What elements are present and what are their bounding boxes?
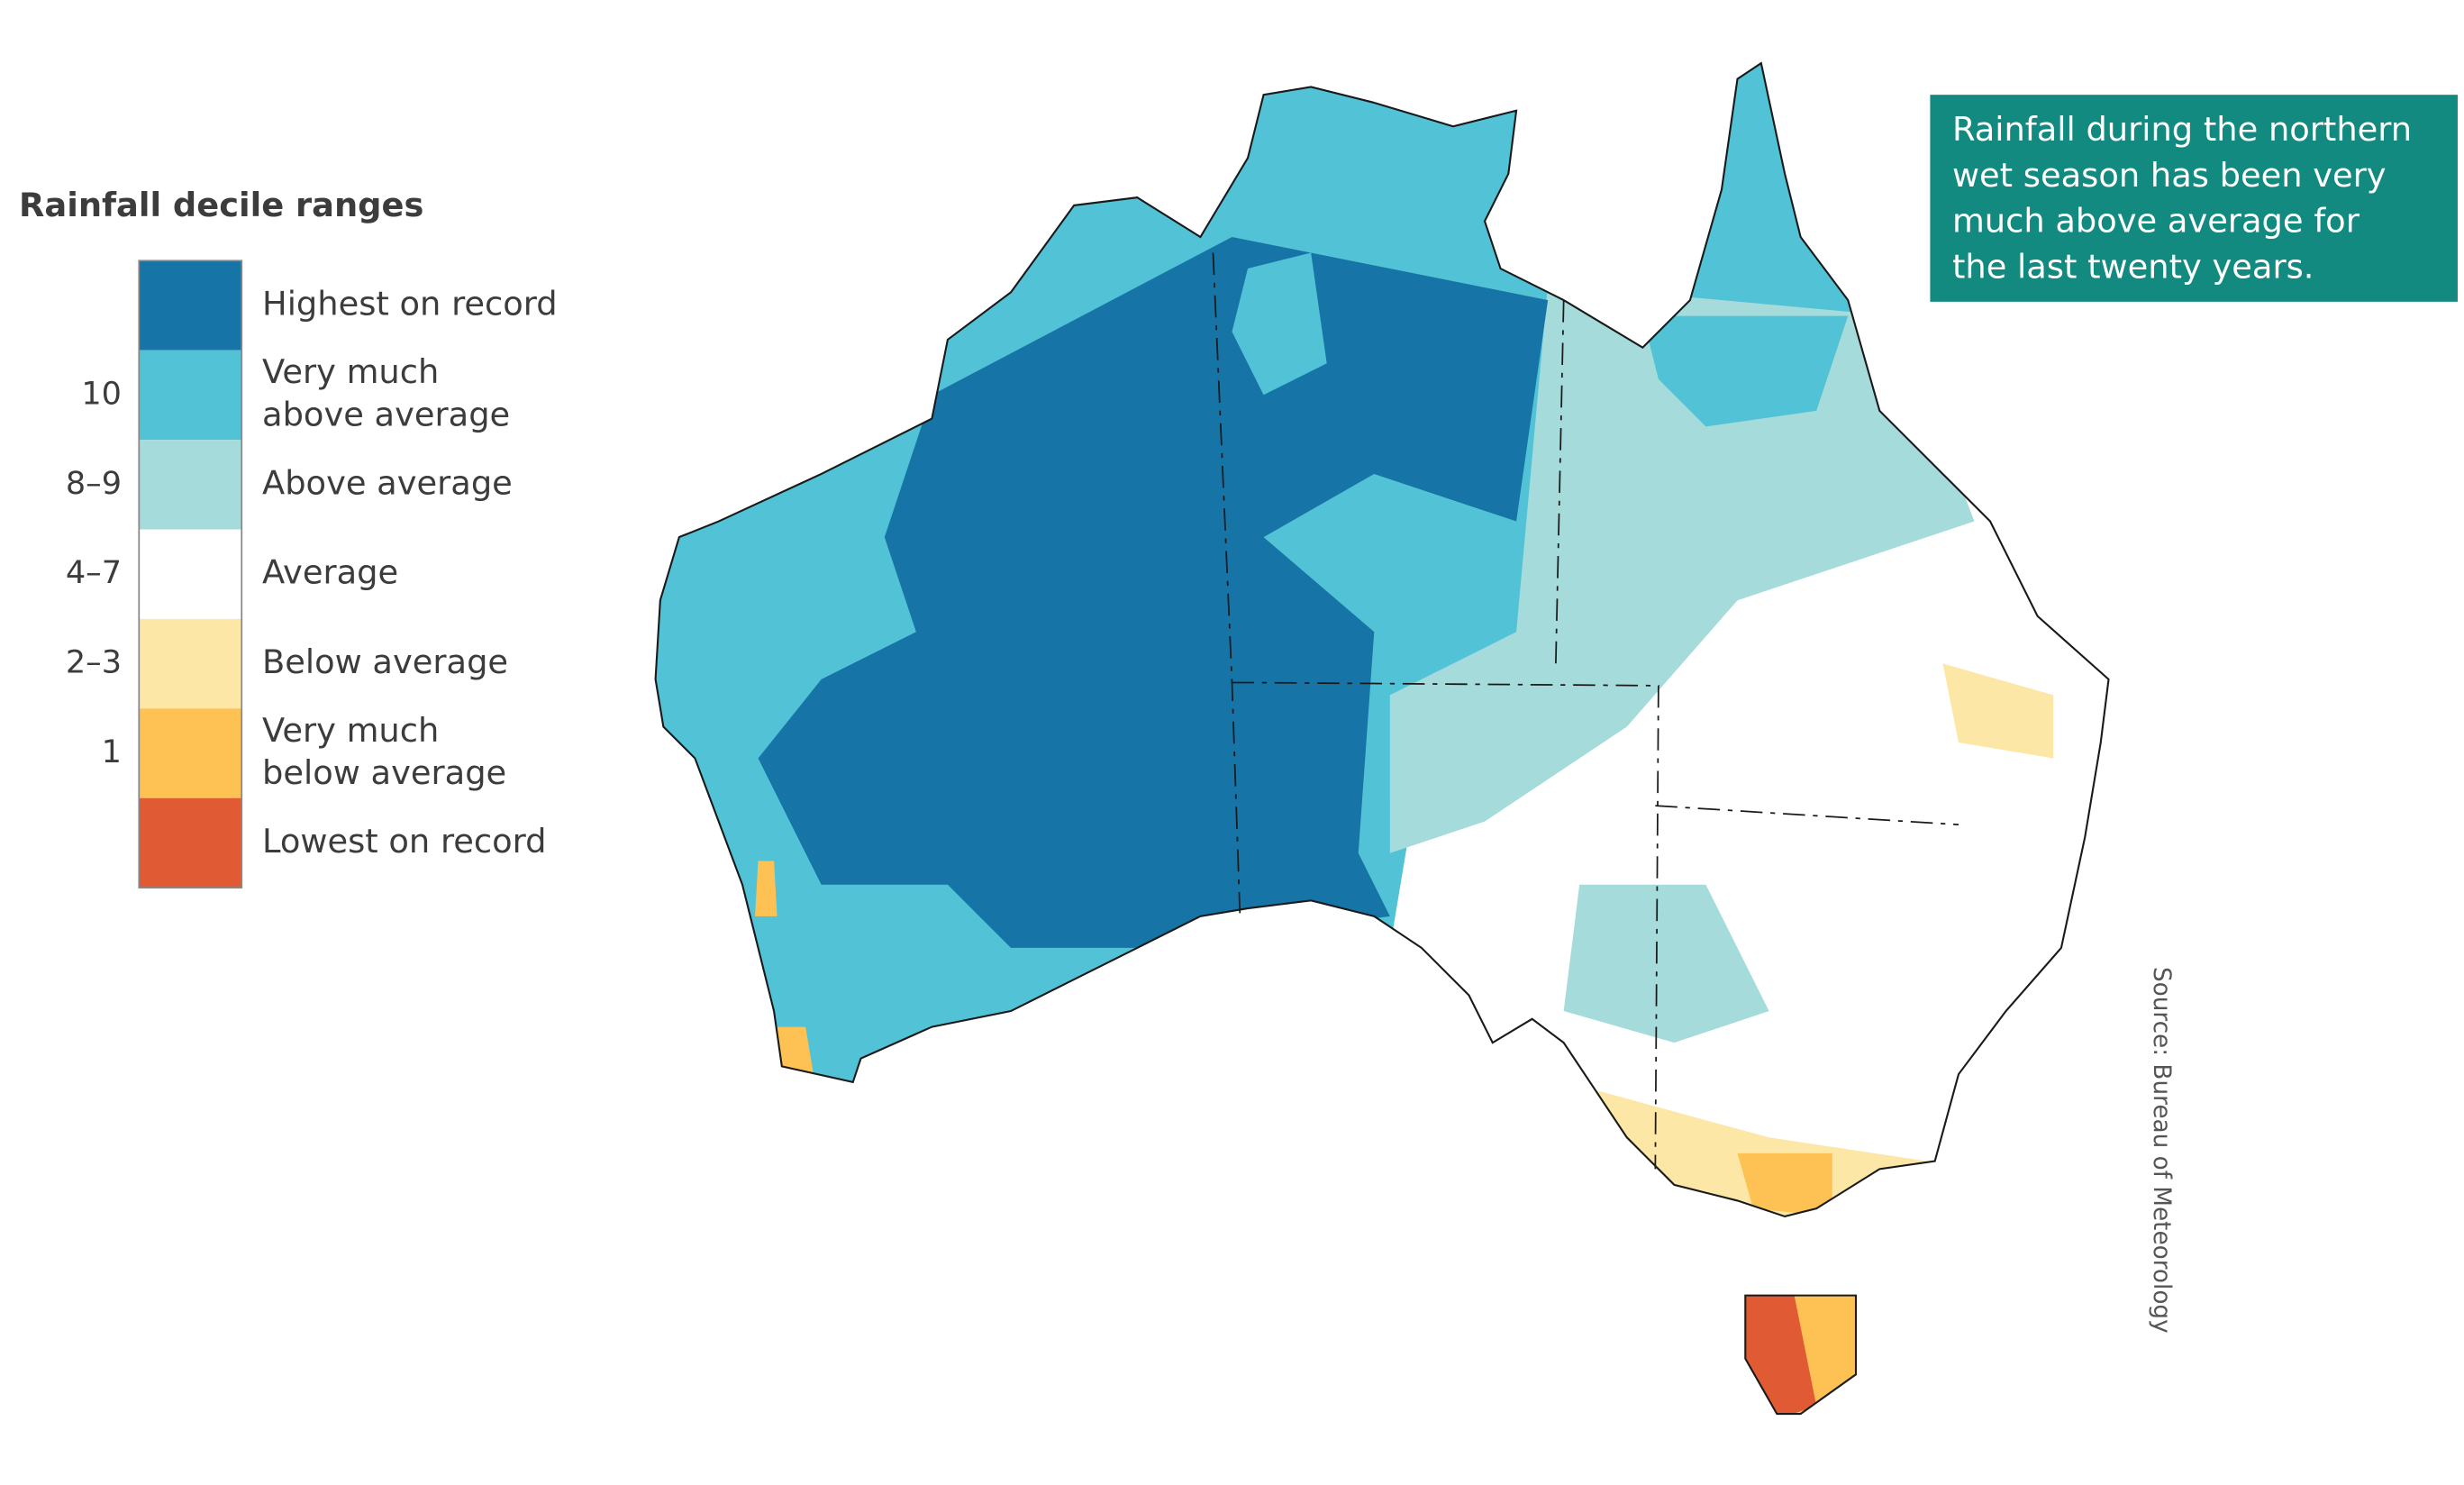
legend-swatch (139, 618, 242, 709)
annotation-line: the last twenty years. (1952, 248, 2314, 287)
legend-frame (138, 260, 243, 888)
legend-range: 4–7 (66, 554, 122, 591)
source-credit: Source: Bureau of Meteorology (2148, 967, 2175, 1334)
zone (1232, 110, 1517, 396)
state-border (1212, 252, 1959, 1170)
annotation-line: Rainfall during the northern (1952, 110, 2412, 149)
legend-label: Very much (262, 352, 439, 391)
legend-swatch (139, 260, 242, 351)
zone (1642, 315, 1849, 427)
legend-label: Below average (262, 642, 508, 681)
zone (758, 236, 1549, 948)
legend-swatch (139, 440, 242, 530)
coastline (654, 61, 2110, 1416)
legend-range: 2–3 (66, 644, 122, 681)
legend-label: Above average (262, 463, 513, 502)
legend-swatch (139, 797, 242, 888)
annotation: Rainfall during the northern wet season h… (1930, 95, 2458, 302)
legend-range: 10 (81, 375, 122, 412)
legend-label: above average (262, 396, 510, 434)
legend-label: Very much (262, 711, 439, 750)
legend-swatch (139, 529, 242, 619)
legend-label: Lowest on record (262, 822, 546, 861)
legend-label: Highest on record (262, 284, 558, 323)
annotation-box (1930, 95, 2458, 302)
legend-swatch (139, 350, 242, 441)
legend-title: Rainfall decile ranges (19, 186, 423, 224)
annotation-line: much above average for (1952, 202, 2360, 241)
legend: Rainfall decile ranges Highest on record… (19, 186, 558, 888)
legend-label: below average (262, 753, 506, 792)
legend-swatch (139, 708, 242, 798)
legend-range: 8–9 (66, 465, 122, 502)
annotation-line: wet season has been very (1952, 156, 2387, 195)
zone (1389, 284, 1975, 853)
zone (1595, 663, 2054, 1225)
zone (1563, 884, 1769, 1043)
legend-label: Average (262, 553, 398, 592)
legend-range: 1 (102, 733, 122, 770)
australia-map (654, 61, 2110, 1416)
rainfall-zones (655, 63, 2109, 1415)
